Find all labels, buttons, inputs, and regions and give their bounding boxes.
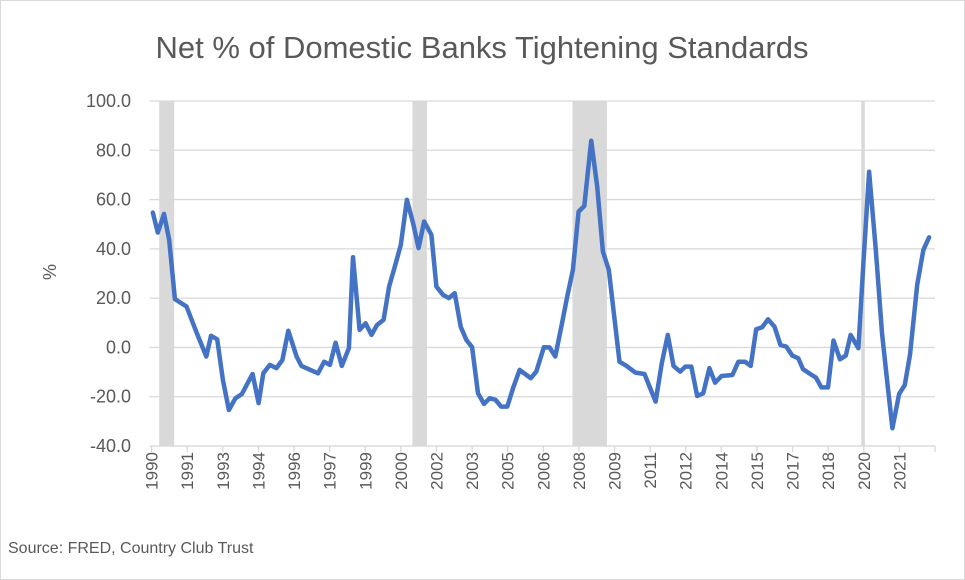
x-tick-label: 2012 bbox=[677, 452, 696, 490]
y-tick-label: -40.0 bbox=[90, 436, 131, 456]
recession-band bbox=[159, 101, 175, 446]
x-tick-label: 1997 bbox=[321, 452, 340, 490]
x-tick-label: 2002 bbox=[427, 452, 446, 490]
x-tick-label: 2014 bbox=[712, 452, 731, 490]
x-tick-label: 1999 bbox=[356, 452, 375, 490]
x-axis-ticks: 1990 1991 1993 1994 1996 1997 1999 2000 2002 2003… bbox=[143, 445, 936, 490]
x-tick-label: 2005 bbox=[499, 452, 518, 490]
x-tick-label: 1991 bbox=[178, 452, 197, 490]
y-tick-label: 0.0 bbox=[106, 337, 131, 357]
x-tick-label: 1996 bbox=[285, 452, 304, 490]
y-tick-label: -20.0 bbox=[90, 387, 131, 407]
x-tick-label: 2000 bbox=[392, 452, 411, 490]
x-tick-label: 2020 bbox=[855, 452, 874, 490]
series-line bbox=[150, 138, 932, 431]
x-tick-label: 2021 bbox=[890, 452, 909, 490]
x-tick-label: 2008 bbox=[570, 452, 589, 490]
x-tick-label: 1994 bbox=[249, 452, 268, 490]
y-axis-ticks: 100.0 80.0 60.0 40.0 20.0 0.0 -20.0 -40.0 bbox=[86, 91, 131, 456]
recession-bands bbox=[159, 101, 865, 446]
y-tick-label: 40.0 bbox=[96, 239, 131, 259]
recession-band bbox=[412, 101, 427, 446]
y-tick-label: 20.0 bbox=[96, 288, 131, 308]
y-tick-label: 60.0 bbox=[96, 190, 131, 210]
x-tick-label: 1990 bbox=[143, 452, 162, 490]
x-tick-label: 2018 bbox=[819, 452, 838, 490]
chart-title: Net % of Domestic Banks Tightening Stand… bbox=[155, 30, 808, 65]
x-tick-label: 2015 bbox=[748, 452, 767, 490]
x-tick-label: 1993 bbox=[214, 452, 233, 490]
x-tick-label: 2011 bbox=[641, 452, 660, 489]
x-tick-label: 2009 bbox=[606, 452, 625, 490]
x-tick-label: 2003 bbox=[463, 452, 482, 490]
y-tick-label: 80.0 bbox=[96, 140, 131, 160]
x-tick-label: 2017 bbox=[784, 452, 803, 490]
y-tick-label: 100.0 bbox=[86, 91, 131, 111]
series-layer bbox=[150, 138, 932, 431]
x-tick-label: 2006 bbox=[534, 452, 553, 490]
y-axis-label: % bbox=[40, 264, 60, 280]
gridlines bbox=[149, 100, 935, 447]
source-note: Source: FRED, Country Club Trust bbox=[8, 540, 254, 557]
